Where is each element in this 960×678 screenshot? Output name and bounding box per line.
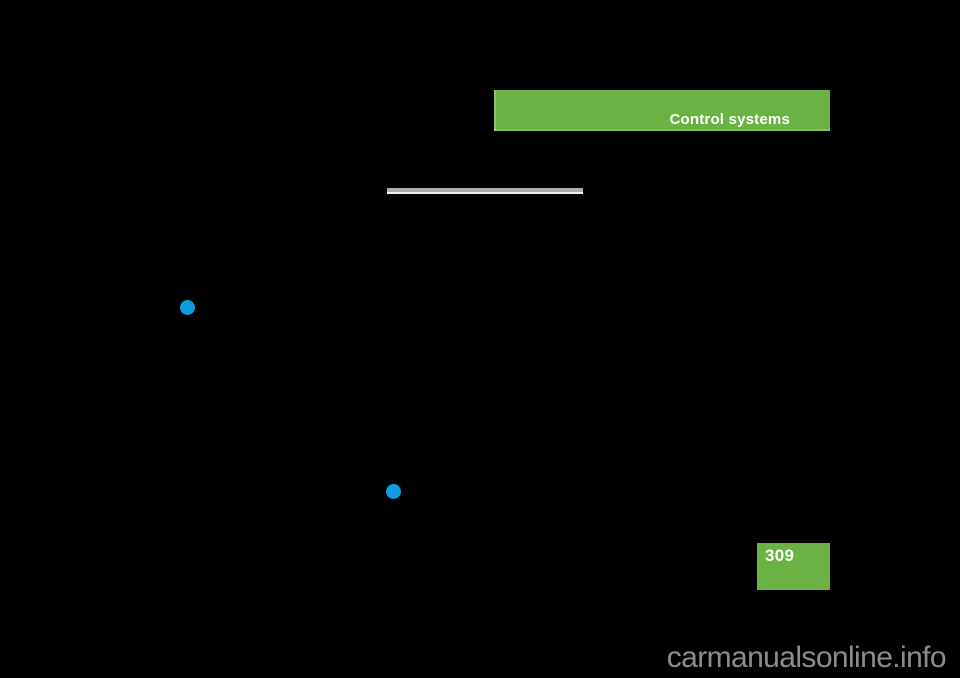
bullet-dot-icon-1	[180, 300, 195, 315]
site-watermark: carmanualsonline.info	[666, 641, 947, 674]
page-number-block: 309	[757, 543, 830, 590]
horizontal-divider	[387, 188, 583, 194]
section-title: Control systems	[669, 111, 790, 128]
bullet-dot-icon-2	[386, 484, 401, 499]
section-header-banner: Control systems	[494, 90, 830, 131]
page-number: 309	[765, 546, 795, 565]
